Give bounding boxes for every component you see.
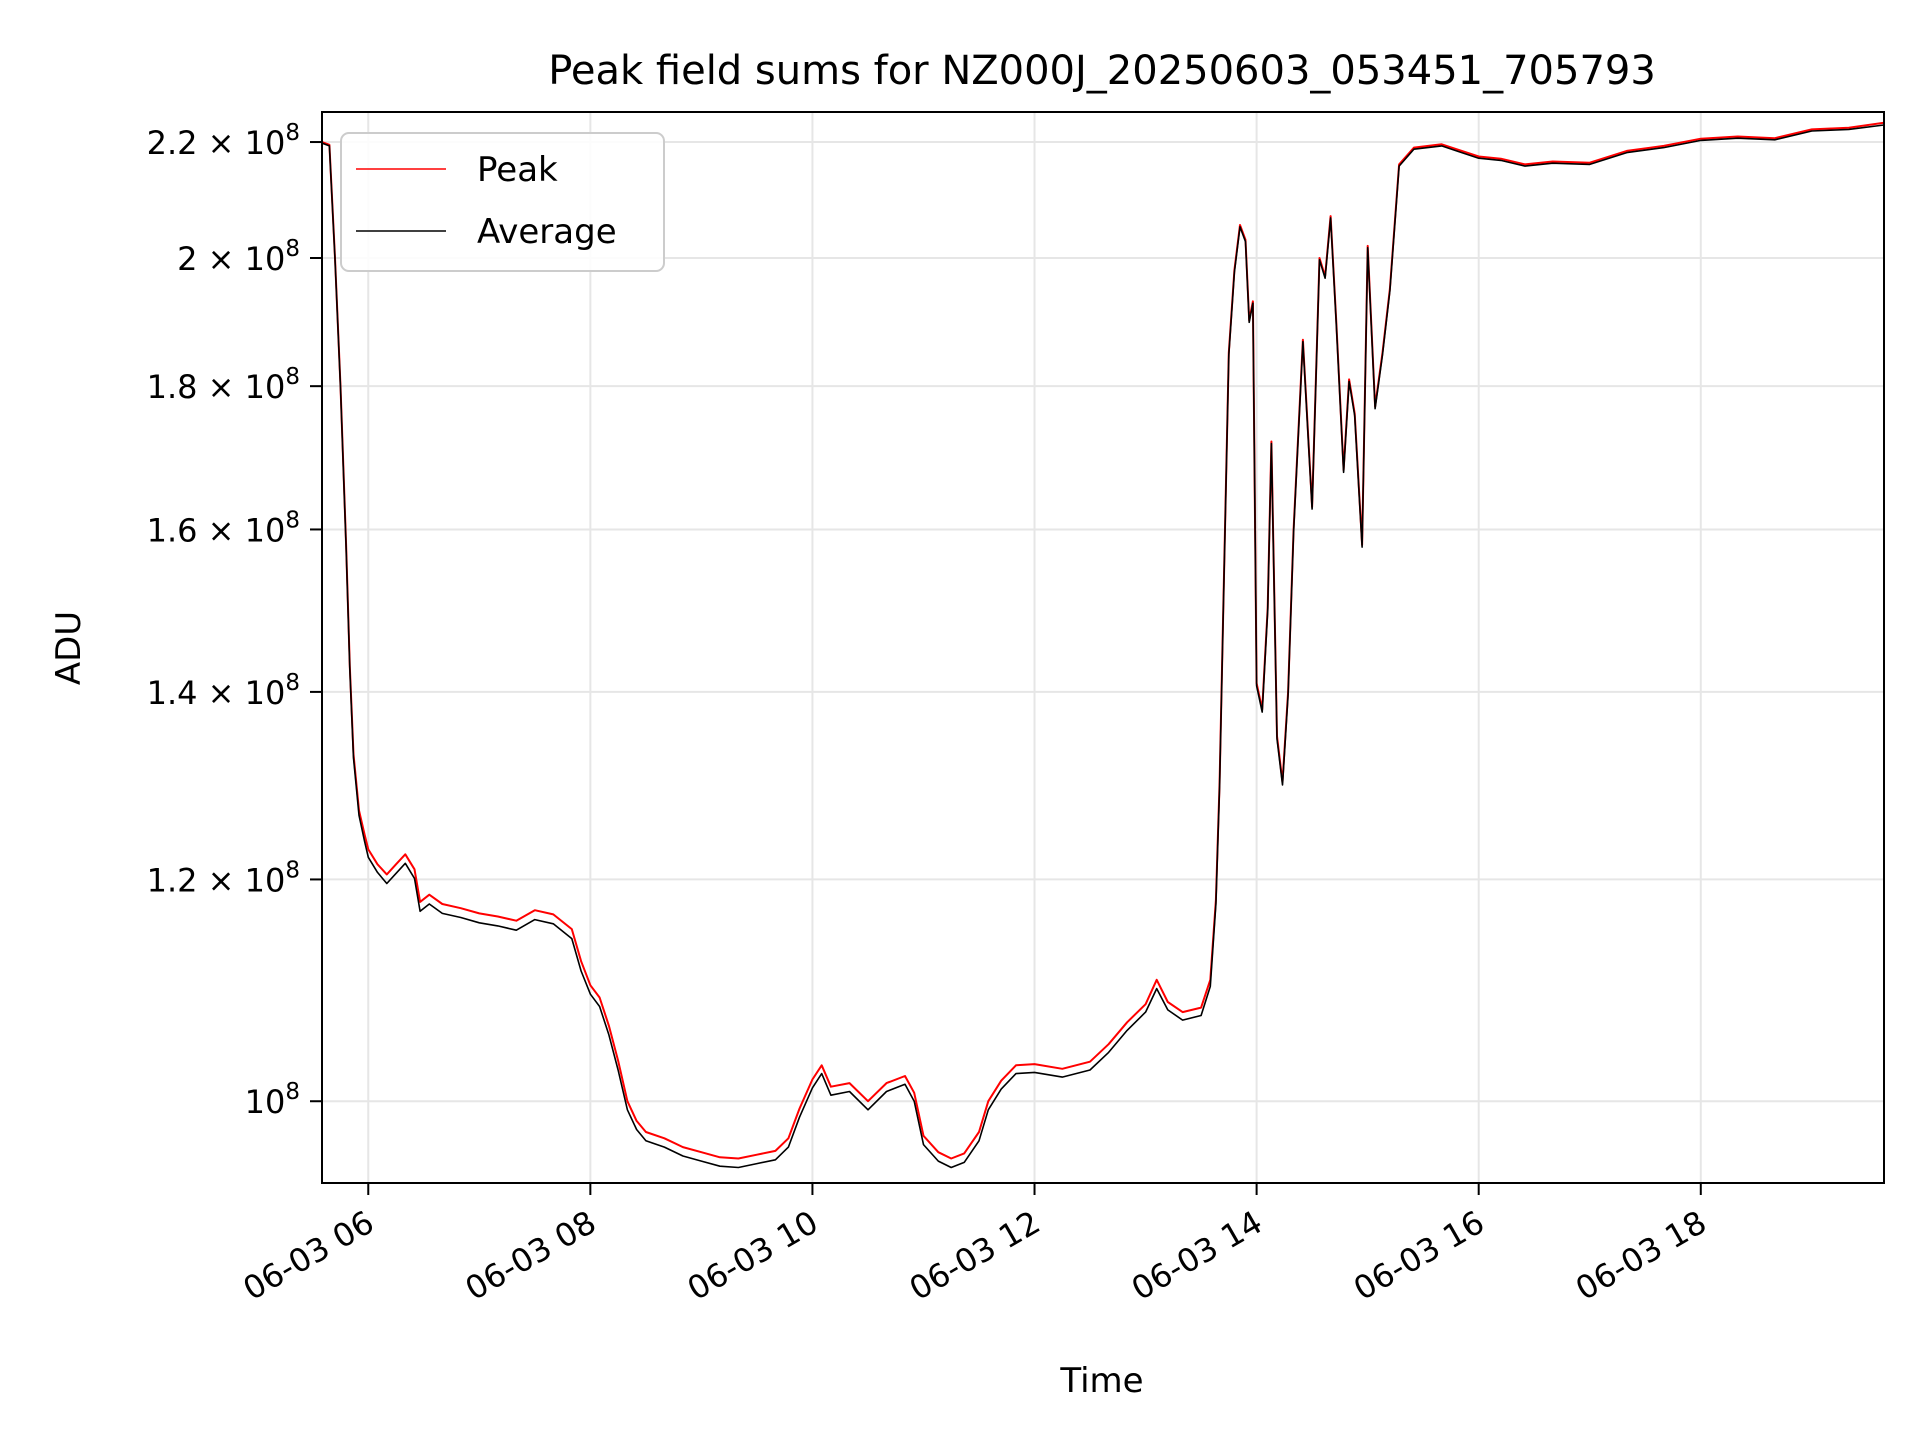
y-tick-exponent: 8 [285,670,300,696]
y-tick-label: 1.6 × 108 [147,507,300,549]
legend-label-average: Average [477,212,617,252]
y-tick-label: 1.2 × 108 [147,857,300,899]
plot-area [322,112,1884,1183]
y-tick-base: 10 [245,1083,286,1121]
series-line-average [322,124,1884,1169]
y-tick-exponent: 8 [285,857,300,883]
legend-box [340,132,665,272]
series-lines [322,121,1884,1169]
y-tick-exponent: 8 [285,236,300,262]
x-axis-label: Time [1059,1361,1143,1401]
y-tick-base: 1.6 × 10 [147,511,286,549]
plot-frame [321,111,1885,1184]
y-axis-label: ADU [49,611,89,685]
y-tick-base: 1.8 × 10 [147,368,286,406]
y-tick-base: 2 × 10 [177,240,285,278]
grid-lines [322,112,1884,1183]
y-tick-exponent: 8 [285,364,300,390]
y-tick-base: 1.2 × 10 [147,861,286,899]
y-tick-label: 108 [245,1079,300,1121]
y-tick-base: 2.2 × 10 [147,124,286,162]
y-tick-label: 2.2 × 108 [147,120,300,162]
legend-label-peak: Peak [477,150,558,190]
y-tick-label: 2 × 108 [177,236,300,278]
y-tick-base: 1.4 × 10 [147,674,286,712]
y-tick-label: 1.4 × 108 [147,670,300,712]
y-tick-label: 1.8 × 108 [147,364,300,406]
y-tick-exponent: 8 [285,1079,300,1105]
legend: Peak Average [340,132,665,272]
chart-title: Peak field sums for NZ000J_20250603_0534… [548,48,1656,94]
y-tick-exponent: 8 [285,120,300,146]
y-tick-exponent: 8 [285,507,300,533]
